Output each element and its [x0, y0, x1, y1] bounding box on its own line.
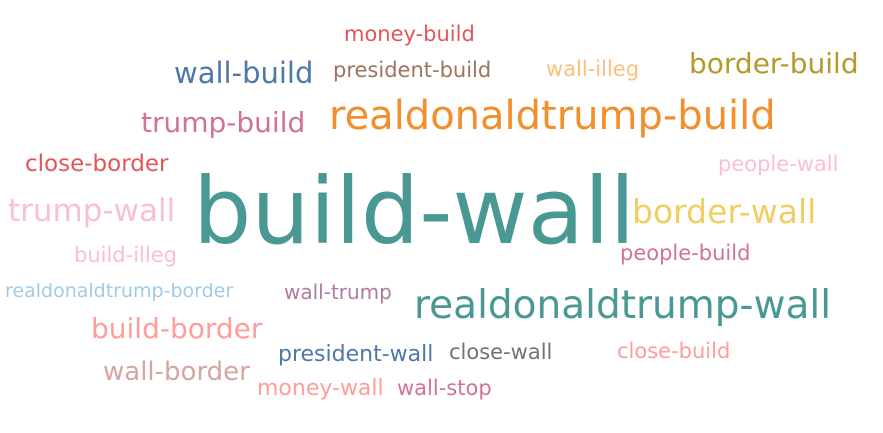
word-money-build: money-build	[344, 22, 475, 46]
word-build-border: build-border	[91, 312, 263, 345]
word-trump-build: trump-build	[141, 106, 306, 139]
word-money-wall: money-wall	[257, 376, 384, 401]
word-realdonaldtrump-wall: realdonaldtrump-wall	[414, 283, 832, 328]
word-wall-stop: wall-stop	[397, 376, 492, 400]
word-trump-wall: trump-wall	[8, 193, 176, 229]
word-wall-build: wall-build	[174, 56, 314, 90]
word-border-wall: border-wall	[632, 192, 817, 231]
word-people-wall: people-wall	[718, 152, 839, 176]
word-build-illeg: build-illeg	[74, 243, 177, 267]
word-people-build: people-build	[620, 241, 751, 265]
word-realdonaldtrump-build: realdonaldtrump-build	[329, 93, 776, 139]
word-border-build: border-build	[689, 47, 859, 80]
word-close-border: close-border	[25, 151, 169, 177]
word-close-wall: close-wall	[449, 340, 553, 364]
word-president-wall: president-wall	[278, 342, 434, 367]
word-wall-border: wall-border	[103, 357, 250, 387]
word-president-build: president-build	[333, 58, 492, 82]
word-build-wall: build-wall	[193, 158, 636, 265]
word-wall-illeg: wall-illeg	[546, 57, 640, 81]
word-realdonaldtrump-border: realdonaldtrump-border	[5, 280, 234, 302]
word-close-build: close-build	[617, 339, 731, 363]
word-wall-trump: wall-trump	[284, 280, 392, 304]
